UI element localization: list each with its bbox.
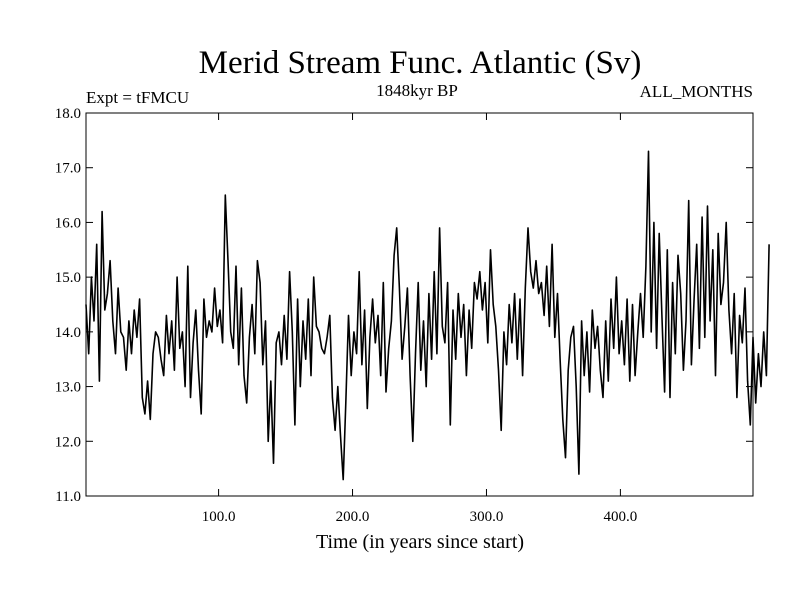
y-tick-label: 13.0 xyxy=(55,380,81,396)
period-label: 1848kyr BP xyxy=(376,81,458,100)
series-layer xyxy=(85,150,770,481)
y-tick-label: 18.0 xyxy=(55,106,81,122)
y-tick-label: 12.0 xyxy=(55,434,81,450)
x-tick-label: 200.0 xyxy=(336,509,370,525)
axis-ticks: 11.0 12.0 13.0 14.0 15.0 16.0 17.0 18.0 100.0 200… xyxy=(55,106,753,525)
x-tick-label: 300.0 xyxy=(470,509,504,525)
series-line xyxy=(85,150,770,481)
x-axis-label: Time (in years since start) xyxy=(316,531,524,553)
y-tick-label: 11.0 xyxy=(55,489,81,505)
y-tick-label: 14.0 xyxy=(55,325,81,341)
y-tick-label: 16.0 xyxy=(55,215,81,231)
y-tick-label: 17.0 xyxy=(55,161,81,177)
x-tick-label: 400.0 xyxy=(604,509,638,525)
months-label: ALL_MONTHS xyxy=(640,82,753,101)
x-tick-label: 100.0 xyxy=(202,509,236,525)
y-tick-label: 15.0 xyxy=(55,270,81,286)
chart-title: Merid Stream Func. Atlantic (Sv) xyxy=(199,45,642,81)
experiment-label: Expt = tFMCU xyxy=(86,88,189,107)
